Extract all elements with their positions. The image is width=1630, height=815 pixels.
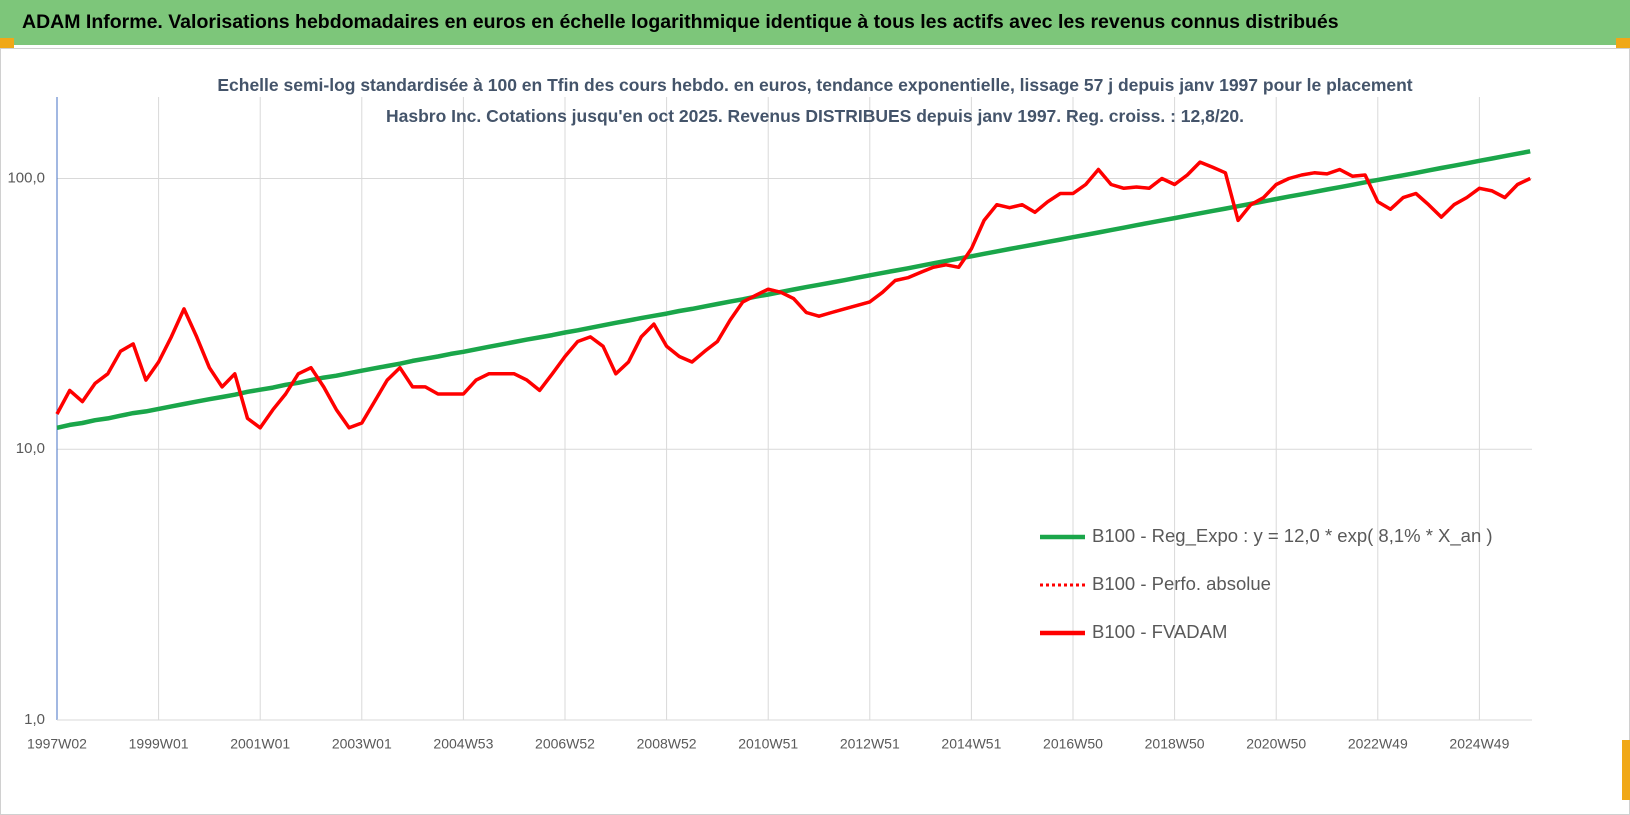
corner-mark — [1622, 740, 1630, 800]
x-tick-label: 2016W50 — [1043, 736, 1103, 752]
x-tick-label: 1997W02 — [27, 736, 87, 752]
legend-label: B100 - Perfo. absolue — [1092, 573, 1271, 594]
x-tick-label: 2001W01 — [230, 736, 290, 752]
x-tick-label: 2010W51 — [738, 736, 798, 752]
corner-mark — [0, 38, 14, 48]
header-title: ADAM Informe. Valorisations hebdomadaire… — [0, 0, 1630, 45]
legend-label: B100 - Reg_Expo : y = 12,0 * exp( 8,1% *… — [1092, 525, 1493, 547]
x-tick-label: 2022W49 — [1348, 736, 1408, 752]
x-tick-label: 2024W49 — [1449, 736, 1509, 752]
x-tick-label: 2014W51 — [941, 736, 1001, 752]
x-tick-label: 2018W50 — [1145, 736, 1205, 752]
y-tick-label: 1,0 — [24, 711, 45, 728]
series-line — [55, 160, 1531, 430]
x-tick-label: 2003W01 — [332, 736, 392, 752]
x-tick-label: 1999W01 — [129, 736, 189, 752]
x-tick-label: 2006W52 — [535, 736, 595, 752]
y-tick-label: 100,0 — [7, 169, 45, 186]
x-tick-label: 2012W51 — [840, 736, 900, 752]
series-line — [56, 149, 1531, 430]
y-tick-label: 10,0 — [16, 440, 45, 457]
x-tick-label: 2004W53 — [433, 736, 493, 752]
legend-label: B100 - FVADAM — [1092, 621, 1227, 642]
chart-title: Echelle semi-log standardisée à 100 en T… — [217, 75, 1413, 126]
x-tick-label: 2008W52 — [637, 736, 697, 752]
corner-mark — [1616, 38, 1630, 48]
x-tick-label: 2020W50 — [1246, 736, 1306, 752]
